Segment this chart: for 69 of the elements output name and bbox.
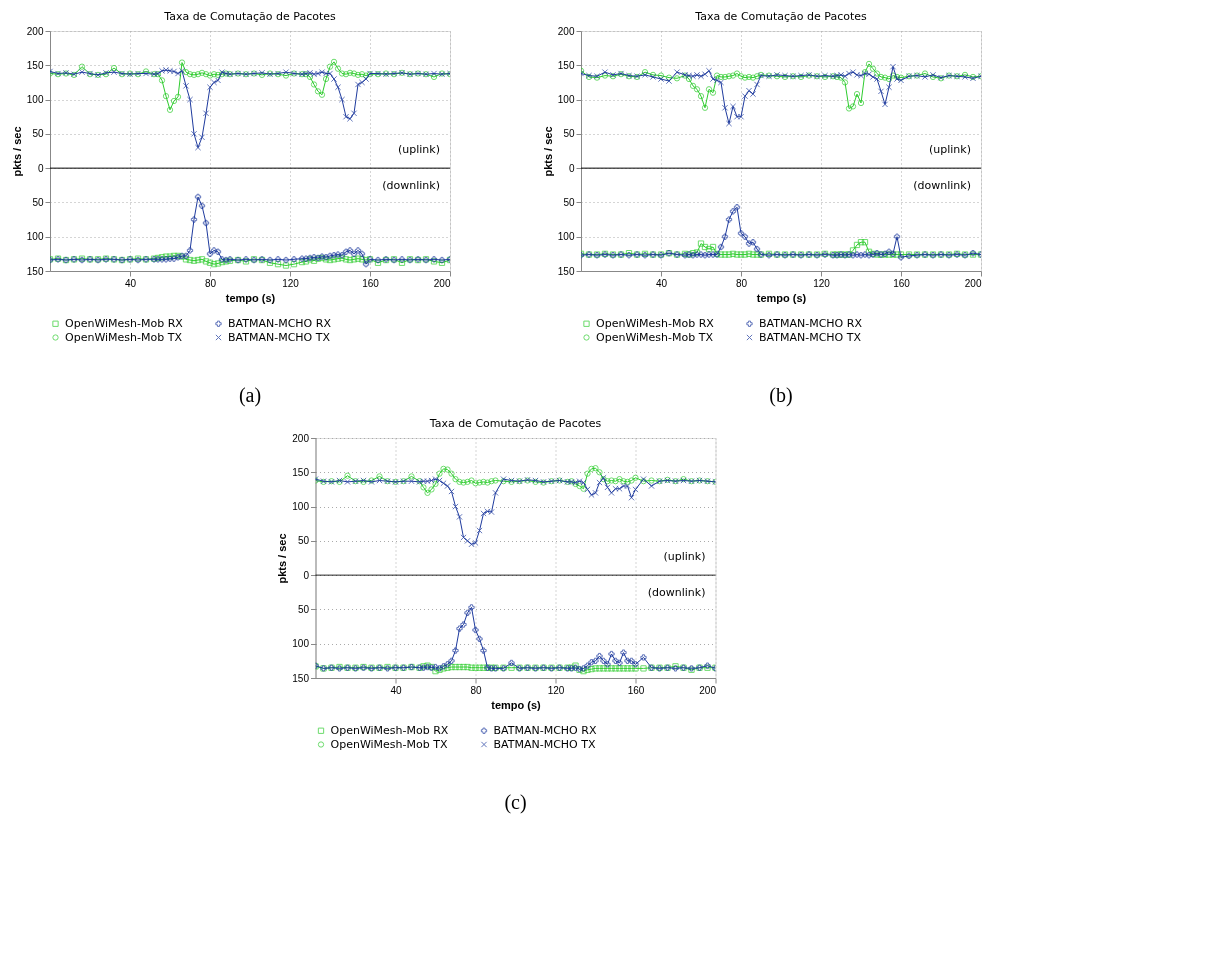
x-tick-label: 200 [433, 277, 451, 289]
y-tick-label: 150 [26, 265, 44, 277]
y-tick-label: 0 [568, 162, 575, 174]
x-tick-label: 80 [204, 277, 217, 289]
y-axis-title: pkts / sec [276, 533, 289, 584]
legend-label: BATMAN-MCHO RX [759, 316, 863, 330]
x-tick-label: 40 [655, 277, 668, 289]
legend-label: OpenWiMesh-Mob TX [65, 330, 183, 344]
annotation: (downlink) [913, 179, 971, 193]
chart-title: Taxa de Comutação de Pacotes [694, 10, 868, 23]
x-axis-title: tempo (s) [491, 698, 542, 711]
legend-label: OpenWiMesh-Mob RX [65, 316, 184, 330]
y-tick-label: 100 [26, 231, 44, 243]
y-tick-label: 150 [26, 59, 44, 71]
x-tick-label: 40 [390, 684, 402, 696]
text: (a) [238, 384, 262, 407]
y-axis-title: pkts / sec [10, 126, 23, 177]
y-tick-label: 200 [292, 432, 310, 444]
x-tick-label: 120 [813, 277, 831, 289]
legend-label: OpenWiMesh-Mob RX [596, 316, 715, 330]
x-tick-label: 40 [124, 277, 137, 289]
y-tick-label: 50 [297, 535, 310, 547]
text: (c) [504, 791, 527, 814]
x-axis-title: tempo (s) [225, 291, 276, 304]
y-tick-label: 150 [292, 466, 310, 478]
legend-label: OpenWiMesh-Mob TX [330, 737, 448, 751]
y-tick-label: 200 [557, 25, 575, 37]
legend-label: BATMAN-MCHO RX [493, 723, 597, 737]
x-tick-label: 160 [627, 684, 645, 696]
y-tick-label: 200 [26, 25, 44, 37]
y-tick-label: 100 [557, 231, 575, 243]
y-tick-label: 100 [292, 638, 310, 650]
y-tick-label: 100 [557, 94, 575, 106]
y-tick-label: 50 [563, 128, 575, 140]
legend-label: BATMAN-MCHO TX [228, 330, 331, 344]
annotation: (downlink) [647, 586, 706, 600]
chart-title: Taxa de Comutação de Pacotes [428, 417, 602, 430]
text: (b) [769, 384, 793, 407]
y-tick-label: 50 [563, 196, 575, 208]
y-tick-label: 0 [303, 569, 310, 581]
y-tick-label: 50 [32, 128, 44, 140]
x-tick-label: 80 [470, 684, 482, 696]
y-tick-label: 0 [37, 162, 44, 174]
x-axis-title: tempo (s) [756, 291, 807, 304]
y-tick-label: 150 [557, 59, 575, 71]
chart-title: Taxa de Comutação de Pacotes [163, 10, 337, 23]
legend-label: BATMAN-MCHO TX [493, 737, 596, 751]
y-tick-label: 50 [297, 603, 310, 615]
y-tick-label: 100 [26, 94, 44, 106]
legend-label: BATMAN-MCHO TX [759, 330, 862, 344]
y-axis-title: pkts / sec [541, 126, 554, 177]
legend-label: OpenWiMesh-Mob TX [596, 330, 714, 344]
annotation: (downlink) [382, 179, 440, 193]
x-tick-label: 80 [735, 277, 748, 289]
y-tick-label: 150 [292, 672, 310, 684]
y-tick-label: 50 [32, 196, 44, 208]
y-tick-label: 100 [292, 501, 310, 513]
x-tick-label: 200 [699, 684, 717, 696]
x-tick-label: 120 [282, 277, 300, 289]
y-tick-label: 150 [557, 265, 575, 277]
legend-label: BATMAN-MCHO RX [228, 316, 332, 330]
annotation: (uplink) [929, 143, 971, 157]
x-tick-label: 120 [547, 684, 565, 696]
x-tick-label: 200 [964, 277, 982, 289]
legend-label: OpenWiMesh-Mob RX [330, 723, 449, 737]
x-tick-label: 160 [893, 277, 911, 289]
annotation: (uplink) [398, 143, 440, 157]
x-tick-label: 160 [362, 277, 380, 289]
annotation: (uplink) [663, 550, 706, 564]
